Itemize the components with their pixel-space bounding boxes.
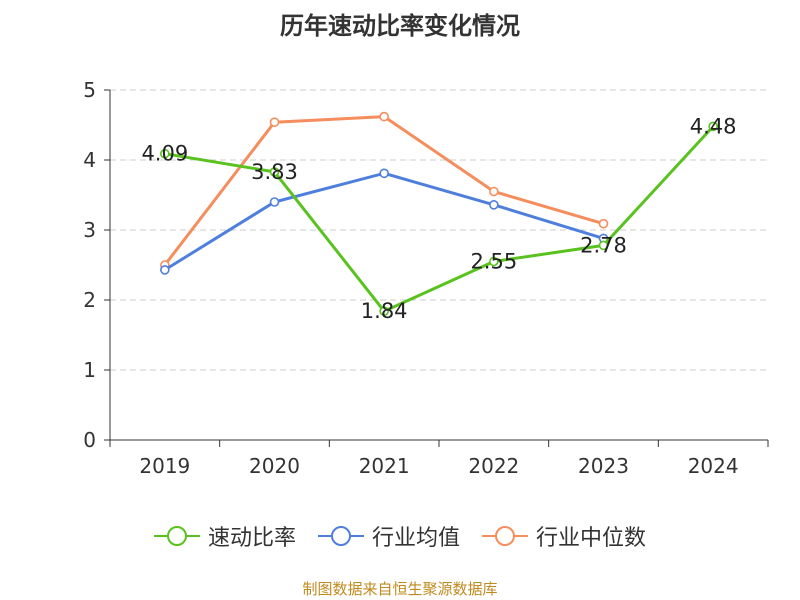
x-tick-label: 2024 — [688, 454, 739, 478]
legend-line-icon — [482, 526, 528, 546]
y-tick-label: 2 — [83, 288, 96, 312]
data-point — [489, 256, 499, 267]
data-label: 4.48 — [690, 114, 737, 138]
legend: 速动比率 行业均值 行业中位数 — [0, 520, 800, 552]
legend-line-icon — [153, 526, 200, 546]
data-point — [160, 148, 170, 159]
data-point — [379, 306, 389, 317]
x-tick-label: 2021 — [359, 454, 410, 478]
series-line — [163, 115, 604, 266]
grid-lines — [110, 89, 768, 371]
y-tick-label: 3 — [83, 218, 96, 242]
x-tick-label: 2023 — [578, 454, 629, 478]
x-tick-label: 2019 — [139, 454, 190, 478]
legend-label: 行业均值 — [371, 526, 460, 551]
y-tick-label: 4 — [83, 148, 96, 172]
data-point — [489, 186, 499, 197]
chart-title: 历年速动比率变化情况 — [280, 12, 520, 40]
data-label: 4.09 — [141, 142, 188, 166]
data-label: 1.84 — [361, 299, 408, 323]
legend-line-icon — [317, 526, 364, 546]
data-point — [379, 111, 389, 122]
series-line — [164, 125, 715, 313]
legend-label: 速动比率 — [207, 526, 296, 551]
data-point — [598, 218, 609, 229]
data-point — [598, 240, 609, 251]
legend-item-quick-ratio[interactable]: 速动比率 — [153, 520, 296, 552]
data-point — [269, 117, 280, 127]
data-label: 3.83 — [251, 160, 298, 184]
data-labels: 4.09 3.83 1.84 2.55 2.78 4.48 — [141, 114, 736, 323]
series-lines — [160, 111, 718, 317]
data-point — [489, 200, 499, 210]
legend-item-industry-median[interactable]: 行业中位数 — [482, 520, 646, 552]
x-tick-label: 2022 — [468, 454, 519, 478]
data-source-note: 制图数据来自恒生聚源数据库 — [302, 580, 498, 598]
data-label: 2.55 — [470, 250, 517, 274]
data-point — [160, 265, 170, 275]
y-tick-label: 1 — [83, 358, 96, 382]
data-point — [269, 167, 280, 177]
data-point — [708, 121, 718, 132]
y-tick-label: 0 — [83, 428, 96, 452]
legend-label: 行业中位数 — [536, 526, 647, 551]
legend-item-industry-mean[interactable]: 行业均值 — [317, 520, 460, 552]
data-point — [379, 168, 389, 179]
x-tick-label: 2020 — [249, 454, 300, 478]
axes: 0 1 2 3 4 5 2019 2020 2021 2022 2023 2024 — [83, 78, 769, 478]
data-point — [269, 197, 280, 207]
y-tick-label: 5 — [83, 78, 96, 102]
data-label: 2.78 — [580, 233, 627, 257]
